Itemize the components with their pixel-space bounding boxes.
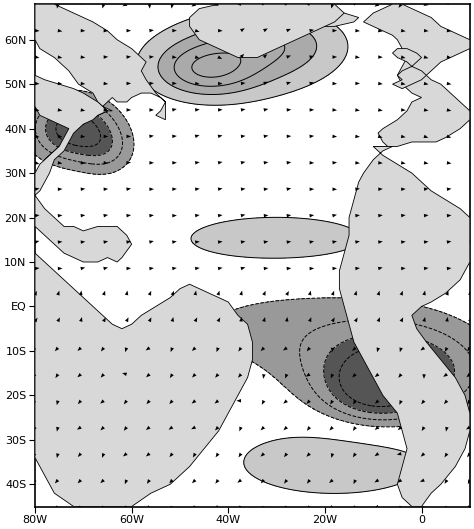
Polygon shape: [190, 4, 344, 58]
Polygon shape: [339, 147, 470, 506]
Polygon shape: [364, 4, 470, 147]
Polygon shape: [306, 13, 359, 26]
Polygon shape: [35, 253, 253, 506]
Polygon shape: [392, 49, 426, 89]
Polygon shape: [35, 195, 132, 262]
Polygon shape: [35, 75, 108, 195]
Polygon shape: [35, 4, 165, 195]
